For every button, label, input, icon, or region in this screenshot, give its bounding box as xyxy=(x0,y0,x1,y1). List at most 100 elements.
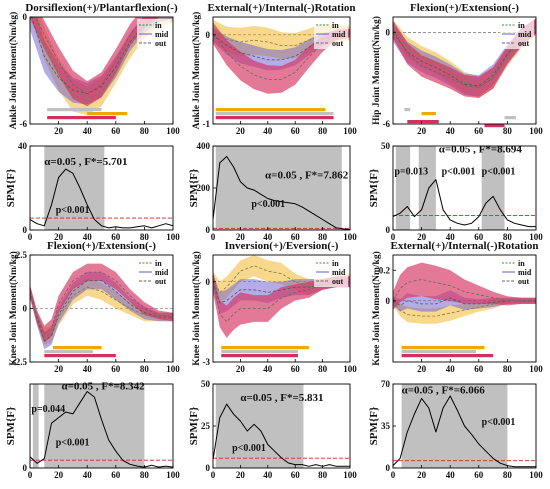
plot-frame xyxy=(29,16,174,125)
x-tick-label: 80 xyxy=(318,126,328,136)
stat-label: α=0.05 , F*=7.862 xyxy=(265,170,349,182)
panel-title: External(+)/Internal(-)Rotation xyxy=(390,240,538,252)
suprathreshold-cluster xyxy=(481,146,505,230)
panel-title: Flexion(+)/Extension(-) xyxy=(47,240,156,252)
x-tick-label: 80 xyxy=(140,364,150,374)
x-tick-label: 100 xyxy=(166,232,180,242)
mean-line-mid xyxy=(31,17,157,95)
suprathreshold-cluster xyxy=(395,146,411,230)
y-axis-label: Knee Joint Moment(Nm/kg) xyxy=(191,251,202,366)
band-out xyxy=(213,271,350,338)
legend-label-in: in xyxy=(155,259,162,268)
y-axis-label: SPM{F} xyxy=(188,169,200,208)
y-axis-label: Ankle Joint Moment(Nm/kg) xyxy=(191,12,202,130)
y-tick-label: -6 xyxy=(20,119,28,129)
sig-bar xyxy=(52,346,102,350)
x-tick-label: 40 xyxy=(263,232,273,242)
x-tick-label: 60 xyxy=(474,126,484,136)
band-out xyxy=(213,22,350,94)
legend-label-in: in xyxy=(518,259,525,268)
mean-line-in xyxy=(30,286,173,337)
x-tick-label: 20 xyxy=(54,470,64,480)
stat-label: p=0.013 xyxy=(394,167,428,178)
y-axis-label: SPM{F} xyxy=(188,407,200,446)
legend-label-out: out xyxy=(518,39,529,48)
y-tick-label: 0 xyxy=(23,463,28,473)
x-tick-label: 0 xyxy=(391,232,396,242)
y-tick-label: 0 xyxy=(386,463,391,473)
x-tick-label: 100 xyxy=(529,364,543,374)
sig-bar xyxy=(401,354,494,358)
sig-bar xyxy=(401,346,485,350)
sig-bar xyxy=(221,346,309,350)
suprathreshold-cluster xyxy=(215,146,342,230)
x-tick-label: 0 xyxy=(211,470,216,480)
spm-curve xyxy=(30,168,173,229)
mean-line-out xyxy=(393,25,536,88)
x-tick-label: 80 xyxy=(140,470,150,480)
x-tick-label: 40 xyxy=(263,126,273,136)
x-tick-label: 20 xyxy=(54,126,64,136)
plot-frame xyxy=(212,16,351,125)
legend-label-mid: mid xyxy=(518,268,532,277)
x-tick-label: 80 xyxy=(318,470,328,480)
sig-bar xyxy=(44,354,116,358)
x-tick-label: 60 xyxy=(291,232,301,242)
sig-bar xyxy=(215,108,326,112)
legend-label-out: out xyxy=(155,39,166,48)
mean-line-in xyxy=(213,30,350,46)
suprathreshold-cluster xyxy=(418,146,436,230)
plot-area xyxy=(393,146,536,230)
x-tick-label: 100 xyxy=(343,232,357,242)
x-tick-label: 60 xyxy=(474,232,484,242)
x-tick-label: 60 xyxy=(291,470,301,480)
legend-label-out: out xyxy=(332,277,343,286)
x-tick-label: 40 xyxy=(446,364,456,374)
stat-label: α=0.05 , F*=5.831 xyxy=(240,392,323,404)
spm-curve xyxy=(393,179,536,228)
band-out xyxy=(30,17,159,107)
x-tick-label: 40 xyxy=(263,470,273,480)
legend-label-in: in xyxy=(332,21,339,30)
mean-line-mid xyxy=(393,297,536,306)
x-tick-label: 80 xyxy=(503,470,513,480)
x-tick-label: 60 xyxy=(474,364,484,374)
mean-line-in xyxy=(393,27,536,88)
y-axis-label: Knee Joint Moment(Nm/kg) xyxy=(371,251,382,366)
mean-line-out xyxy=(393,279,536,302)
x-tick-label: 60 xyxy=(291,364,301,374)
x-tick-label: 60 xyxy=(474,470,484,480)
plot-area xyxy=(30,384,173,468)
legend-label-out: out xyxy=(518,277,529,286)
y-tick-label: -6 xyxy=(383,119,391,129)
plot-area xyxy=(213,384,350,468)
suprathreshold-cluster xyxy=(44,146,105,230)
panel-10: α=0.05 , F*=5.831 p<0.001 0 25 50 0 20 40 60 80 10… xyxy=(188,379,357,480)
stat-label: p<0.001 xyxy=(232,443,266,454)
x-tick-label: 100 xyxy=(529,232,543,242)
band-out xyxy=(30,263,173,343)
spm-curve xyxy=(393,395,536,468)
y-tick-label: -3 xyxy=(203,357,211,367)
legend-label-in: in xyxy=(155,21,162,30)
x-tick-label: 100 xyxy=(166,126,180,136)
y-tick-label: 25 xyxy=(201,421,211,431)
x-tick-label: 20 xyxy=(236,364,246,374)
x-tick-label: 20 xyxy=(236,232,246,242)
panel-9: α=0.05 , F*=8.342 p=0.044 p<0.001 00 20 40 60 8… xyxy=(5,381,180,480)
x-tick-label: 60 xyxy=(111,470,121,480)
stat-label: p<0.001 xyxy=(482,417,516,428)
y-tick-label: 0 xyxy=(23,304,28,314)
x-tick-label: 20 xyxy=(417,364,427,374)
legend-label-out: out xyxy=(332,39,343,48)
x-tick-label: 60 xyxy=(111,364,121,374)
plot-area xyxy=(30,146,173,230)
x-tick-label: 20 xyxy=(236,470,246,480)
x-tick-label: 0 xyxy=(391,470,396,480)
x-tick-label: 100 xyxy=(343,364,357,374)
x-tick-label: 100 xyxy=(343,470,357,480)
